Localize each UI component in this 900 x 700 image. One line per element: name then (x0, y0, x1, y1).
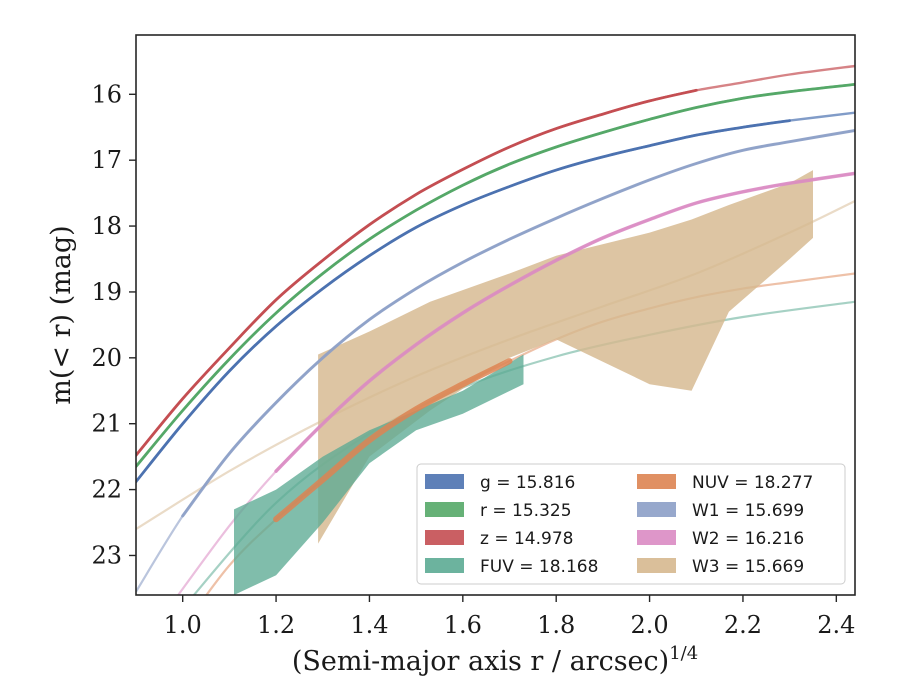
legend-label-fuv: FUV = 18.168 (480, 557, 598, 577)
y-tick-label: 23 (91, 541, 122, 569)
legend-label-w1: W1 = 15.699 (692, 501, 804, 521)
series-line-z (136, 88, 698, 457)
legend: g = 15.816 r = 15.325 z = 14.978 FUV = 18.1… (416, 463, 846, 585)
x-tick-label: 1.6 (444, 611, 482, 639)
legend-label-g: g = 15.816 (480, 473, 575, 493)
y-tick-label: 17 (91, 146, 122, 174)
series-band-fuv (234, 354, 524, 595)
series-line-w2 (274, 171, 855, 473)
y-tick-label: 19 (91, 278, 122, 306)
y-tick-label: 21 (91, 410, 122, 438)
legend-label-w2: W2 = 16.216 (692, 529, 804, 549)
legend-swatch-fuv (425, 558, 464, 573)
x-tick-label: 2.2 (724, 611, 762, 639)
legend-swatch-w2 (637, 530, 676, 545)
legend-swatch-w1 (637, 502, 676, 517)
x-tick-label: 1.4 (350, 611, 388, 639)
y-tick-label: 18 (91, 212, 122, 240)
x-tick-label: 2.4 (817, 611, 855, 639)
legend-label-z: z = 14.978 (480, 529, 573, 549)
series-band-w3 (318, 170, 813, 544)
legend-box (416, 463, 846, 585)
x-tick-label: 1.0 (164, 611, 202, 639)
series-line-w1 (181, 129, 855, 518)
series-line-g (136, 119, 791, 484)
y-axis-label: m(< r) (mag) (46, 225, 77, 404)
legend-label-nuv: NUV = 18.277 (692, 473, 813, 493)
series-line-r (136, 83, 855, 468)
x-tick-label: 1.2 (257, 611, 295, 639)
y-tick-label: 20 (91, 344, 122, 372)
plot-area (136, 64, 855, 595)
y-tick-label: 22 (91, 476, 122, 504)
legend-swatch-z (425, 530, 464, 545)
x-axis-label: (Semi-major axis r / arcsec)1/4 (292, 643, 698, 677)
legend-label-r: r = 15.325 (480, 501, 572, 521)
x-tick-label: 1.8 (537, 611, 575, 639)
y-axis: 16 17 18 19 20 21 22 23 (91, 80, 136, 569)
plot-frame (135, 34, 856, 596)
legend-swatch-nuv (637, 474, 676, 489)
y-tick-label: 16 (91, 80, 122, 108)
x-axis: 1.0 1.2 1.4 1.6 1.8 2.0 2.2 2.4 (164, 595, 855, 639)
legend-swatch-g (425, 474, 464, 489)
x-tick-label: 2.0 (630, 611, 668, 639)
legend-label-w3: W3 = 15.669 (692, 557, 804, 577)
legend-swatch-w3 (637, 558, 676, 573)
legend-swatch-r (425, 502, 464, 517)
series-line-nuv (273, 358, 513, 523)
